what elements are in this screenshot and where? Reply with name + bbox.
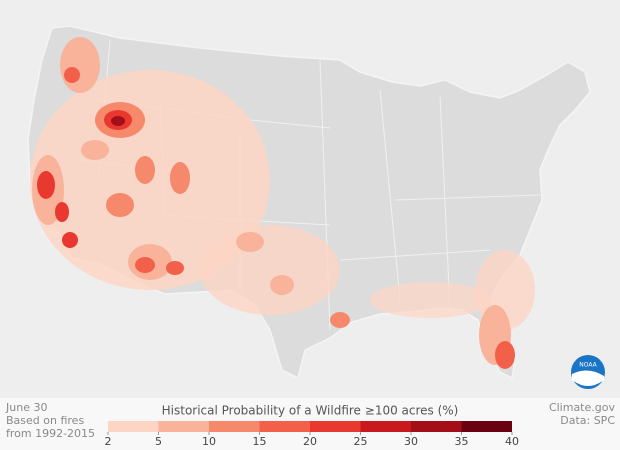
credit: Climate.gov: [549, 401, 616, 414]
map: NOAA: [27, 25, 605, 389]
legend-swatch: [310, 421, 361, 432]
legend-tick-label: 15: [253, 435, 267, 448]
legend-swatch: [259, 421, 310, 432]
legend-tick-label: 35: [455, 435, 469, 448]
legend-swatch: [158, 421, 209, 432]
legend-tick-label: 25: [354, 435, 368, 448]
fire-probability-areas: [30, 37, 535, 369]
legend-swatch: [461, 421, 512, 432]
logo-text: NOAA: [579, 362, 597, 369]
note-line: from 1992-2015: [6, 427, 95, 440]
legend-swatch: [411, 421, 462, 432]
legend-tick-label: 30: [404, 435, 418, 448]
legend-title: Historical Probability of a Wildfire ≥10…: [162, 404, 459, 418]
legend-swatch: [108, 421, 159, 432]
legend-swatch: [360, 421, 411, 432]
note-line: Based on fires: [6, 414, 84, 427]
legend-tick-label: 10: [202, 435, 216, 448]
noaa-logo: NOAA: [571, 355, 605, 389]
legend-tick-label: 5: [155, 435, 162, 448]
legend-tick-label: 20: [303, 435, 317, 448]
legend-swatch: [209, 421, 260, 432]
legend-tick-label: 40: [505, 435, 519, 448]
date: June 30: [5, 401, 47, 414]
credit: Data: SPC: [560, 414, 615, 427]
legend-tick-label: 2: [105, 435, 112, 448]
legend: 2 5 10 15 20 25 30 35 40: [105, 421, 519, 448]
